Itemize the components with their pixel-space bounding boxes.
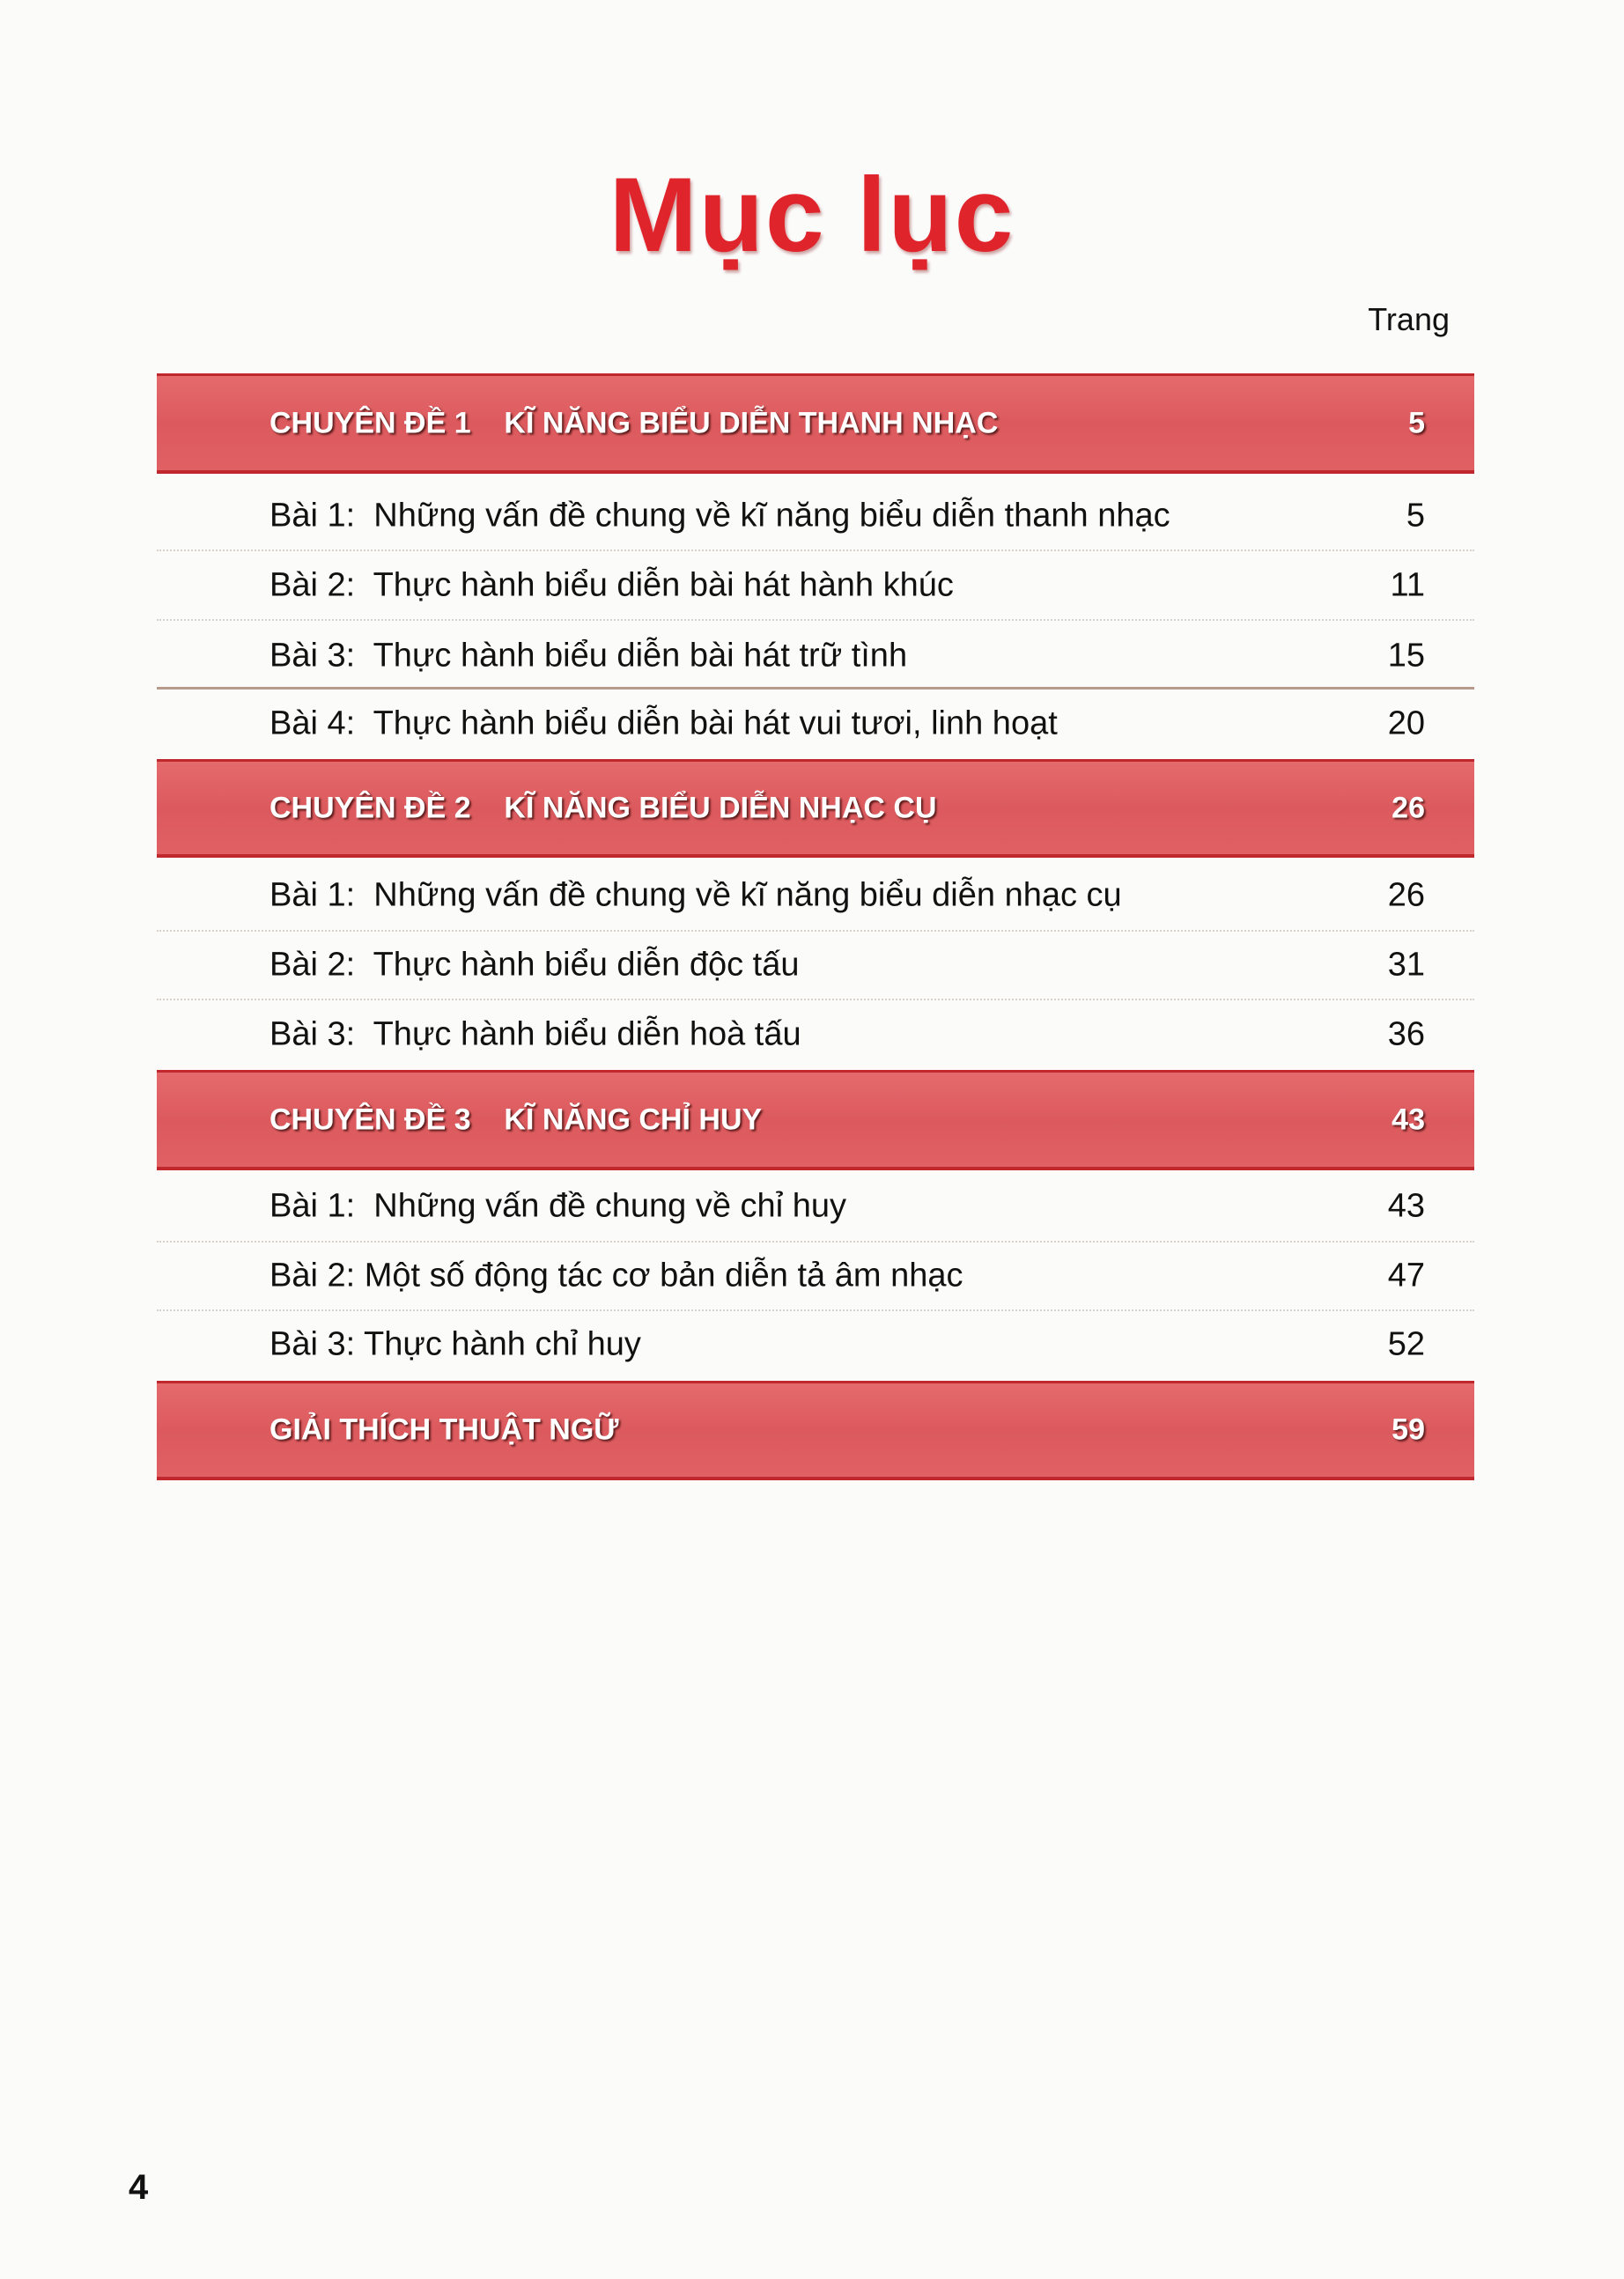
entry-title: Bài 3: Thực hành biểu diễn bài hát trữ t… [269, 637, 908, 674]
divider [157, 549, 1474, 551]
entry-page: 15 [1387, 637, 1425, 674]
entry-page: 11 [1390, 566, 1425, 603]
entry-title: Bài 1: Những vấn đề chung về chỉ huy [269, 1187, 846, 1224]
entry-page: 43 [1387, 1187, 1425, 1224]
entry-title: Bài 1: Những vấn đề chung về kĩ năng biể… [269, 876, 1122, 913]
toc-entry[interactable]: Bài 4: Thực hành biểu diễn bài hát vui t… [157, 689, 1474, 758]
section-title: GIẢI THÍCH THUẬT NGỮ [269, 1412, 619, 1447]
divider [157, 1309, 1474, 1311]
divider [157, 687, 1474, 690]
section-title: CHUYÊN ĐỀ 2 KĨ NĂNG BIỂU DIỄN NHẠC CỤ [269, 791, 937, 824]
section-title: CHUYÊN ĐỀ 1 KĨ NĂNG BIỂU DIỄN THANH NHẠC [269, 406, 999, 439]
section-heading[interactable]: CHUYÊN ĐỀ 3 KĨ NĂNG CHỈ HUY 43 [157, 1070, 1474, 1170]
entry-page: 20 [1387, 704, 1425, 741]
entry-title: Bài 4: Thực hành biểu diễn bài hát vui t… [269, 704, 1058, 741]
section-heading[interactable]: CHUYÊN ĐỀ 1 KĨ NĂNG BIỂU DIỄN THANH NHẠC… [157, 373, 1474, 474]
section-page: 5 [1408, 406, 1425, 439]
entry-title: Bài 2: Một số động tác cơ bản diễn tả âm… [269, 1257, 963, 1294]
divider [157, 930, 1474, 932]
page-column-label: Trang [1368, 301, 1450, 337]
section-page: 43 [1391, 1103, 1425, 1136]
toc-entry[interactable]: Bài 3: Thực hành biểu diễn bài hát trữ t… [157, 621, 1474, 690]
page-title: Mục lục [609, 156, 1015, 274]
toc-entry[interactable]: Bài 1: Những vấn đề chung về kĩ năng biể… [157, 481, 1474, 550]
toc-entry[interactable]: Bài 1: Những vấn đề chung về chỉ huy 43 [157, 1171, 1474, 1241]
entry-page: 52 [1387, 1325, 1425, 1362]
entry-title: Bài 2: Thực hành biểu diễn độc tấu [269, 946, 800, 983]
toc-entry[interactable]: Bài 3: Thực hành biểu diễn hoà tấu 36 [157, 999, 1474, 1069]
entry-page: 5 [1406, 497, 1425, 534]
entry-title: Bài 2: Thực hành biểu diễn bài hát hành … [269, 566, 954, 603]
divider [157, 1241, 1474, 1243]
entry-page: 47 [1387, 1257, 1425, 1294]
toc-entry[interactable]: Bài 2: Một số động tác cơ bản diễn tả âm… [157, 1241, 1474, 1310]
toc-entry[interactable]: Bài 1: Những vấn đề chung về kĩ năng biể… [157, 860, 1474, 930]
page-number: 4 [129, 2168, 149, 2207]
entry-title: Bài 3: Thực hành biểu diễn hoà tấu [269, 1015, 801, 1052]
entry-page: 26 [1387, 876, 1425, 913]
section-page: 26 [1391, 791, 1425, 824]
divider [157, 999, 1474, 1000]
divider [157, 619, 1474, 621]
section-heading[interactable]: GIẢI THÍCH THUẬT NGỮ 59 [157, 1381, 1474, 1480]
entry-title: Bài 1: Những vấn đề chung về kĩ năng biể… [269, 497, 1170, 534]
toc-entry[interactable]: Bài 2: Thực hành biểu diễn bài hát hành … [157, 550, 1474, 620]
entry-page: 36 [1387, 1015, 1425, 1052]
section-title: CHUYÊN ĐỀ 3 KĨ NĂNG CHỈ HUY [269, 1103, 763, 1136]
entry-page: 31 [1387, 946, 1425, 983]
toc-entry[interactable]: Bài 2: Thực hành biểu diễn độc tấu 31 [157, 930, 1474, 999]
entry-title: Bài 3: Thực hành chỉ huy [269, 1325, 641, 1362]
section-heading[interactable]: CHUYÊN ĐỀ 2 KĨ NĂNG BIỂU DIỄN NHẠC CỤ 26 [157, 759, 1474, 858]
toc-entry[interactable]: Bài 3: Thực hành chỉ huy 52 [157, 1309, 1474, 1379]
section-page: 59 [1391, 1412, 1425, 1447]
